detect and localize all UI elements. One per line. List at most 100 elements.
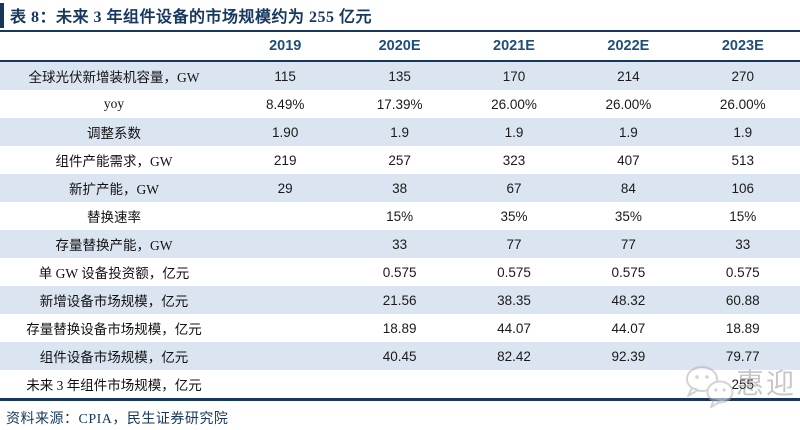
table-row: 替换速率 15% 35% 35% 15% — [0, 202, 800, 230]
value-cell: 67 — [506, 180, 522, 196]
value-cell: 219 — [273, 152, 297, 168]
row-label: yoy — [103, 96, 125, 111]
value-cell: 26.00% — [719, 96, 766, 112]
table-row: 组件产能需求，GW 219 257 323 407 513 — [0, 146, 800, 174]
value-cell: 44.07 — [497, 320, 531, 336]
table-row: yoy 8.49% 17.39% 26.00% 26.00% 26.00% — [0, 90, 800, 118]
value-cell: 513 — [731, 152, 755, 168]
value-cell: 92.39 — [611, 348, 646, 364]
table-title: 表 8：未来 3 年组件设备的市场规模约为 255 亿元 — [10, 9, 373, 26]
value-cell: 407 — [617, 152, 640, 168]
row-label: 全球光伏新增装机容量，GW — [28, 70, 200, 85]
value-cell: 15% — [729, 208, 757, 224]
table-body: 全球光伏新增装机容量，GW 115 135 170 214 270 yoy 8.49% 17.3… — [0, 61, 800, 398]
value-cell: 15% — [386, 208, 414, 224]
row-label: 组件设备市场规模，亿元 — [39, 350, 189, 365]
value-cell: 38 — [392, 180, 408, 196]
table-row: 存量替换设备市场规模，亿元 18.89 44.07 44.07 18.89 — [0, 314, 800, 342]
value-cell: 8.49% — [266, 96, 305, 112]
value-cell: 35% — [614, 208, 642, 224]
row-label: 未来 3 年组件市场规模，亿元 — [26, 378, 202, 393]
value-cell: 44.07 — [611, 320, 646, 336]
value-cell: 38.35 — [497, 292, 531, 308]
value-cell: 270 — [731, 68, 755, 84]
value-cell: 77 — [620, 236, 636, 252]
value-cell: 1.9 — [733, 124, 753, 140]
value-cell: 33 — [735, 236, 751, 252]
value-cell: 1.9 — [618, 124, 638, 140]
value-cell — [571, 370, 685, 398]
row-label: 存量替换产能，GW — [55, 238, 173, 253]
value-cell — [457, 370, 571, 398]
row-label: 调整系数 — [87, 126, 141, 141]
table-row: 存量替换产能，GW 33 77 77 33 — [0, 230, 800, 258]
value-cell: 0.575 — [497, 264, 531, 280]
value-cell — [228, 230, 342, 258]
value-cell — [228, 342, 342, 370]
table-title-row: 表 8：未来 3 年组件设备的市场规模约为 255 亿元 — [0, 0, 800, 30]
market-size-table: 2019 2020E 2021E 2022E 2023E 全球光伏新增装机容量，GW 11… — [0, 32, 800, 398]
row-label: 单 GW 设备投资额，亿元 — [38, 266, 190, 281]
value-cell: 255 — [731, 376, 755, 392]
value-cell: 17.39% — [376, 96, 423, 112]
value-cell: 26.00% — [491, 96, 537, 112]
value-cell: 82.42 — [497, 348, 531, 364]
table-row: 未来 3 年组件市场规模，亿元 255 — [0, 370, 800, 398]
row-label: 替换速率 — [87, 210, 141, 225]
value-cell: 84 — [620, 180, 636, 196]
value-cell: 323 — [502, 152, 526, 168]
value-cell — [228, 314, 342, 342]
table-row: 全球光伏新增装机容量，GW 115 135 170 214 270 — [0, 61, 800, 90]
year-column-header: 2021E — [456, 32, 572, 62]
value-cell: 33 — [392, 236, 408, 252]
row-label: 新增设备市场规模，亿元 — [39, 294, 189, 309]
value-cell: 40.45 — [382, 348, 417, 364]
divider-under-title — [0, 30, 800, 32]
value-cell: 0.575 — [382, 264, 417, 280]
value-cell — [228, 286, 342, 314]
value-cell — [228, 370, 342, 398]
table-row: 新扩产能，GW 29 38 67 84 106 — [0, 174, 800, 202]
row-label-header — [0, 32, 228, 62]
value-cell: 18.89 — [725, 320, 760, 336]
value-cell — [342, 370, 456, 398]
row-label: 组件产能需求，GW — [55, 154, 173, 169]
table-row: 调整系数 1.90 1.9 1.9 1.9 1.9 — [0, 118, 800, 146]
value-cell: 0.575 — [725, 264, 760, 280]
value-cell: 1.9 — [504, 124, 524, 140]
value-cell: 106 — [731, 180, 755, 196]
value-cell: 26.00% — [605, 96, 652, 112]
value-cell: 214 — [617, 68, 640, 84]
value-cell: 79.77 — [725, 348, 760, 364]
value-cell: 1.9 — [390, 124, 409, 140]
value-cell: 135 — [388, 68, 411, 84]
value-cell: 48.32 — [611, 292, 646, 308]
value-cell: 1.90 — [272, 124, 299, 140]
header-row: 2019 2020E 2021E 2022E 2023E — [0, 32, 800, 62]
table-row: 单 GW 设备投资额，亿元 0.575 0.575 0.575 0.575 — [0, 258, 800, 286]
year-column-header: 2022E — [571, 32, 686, 62]
divider-bottom — [0, 398, 800, 401]
value-cell: 115 — [274, 68, 296, 84]
value-cell: 35% — [500, 208, 528, 224]
row-label: 存量替换设备市场规模，亿元 — [26, 322, 202, 337]
year-column-header: 2020E — [342, 32, 457, 62]
value-cell — [228, 202, 342, 230]
table-row: 组件设备市场规模，亿元 40.45 82.42 92.39 79.77 — [0, 342, 800, 370]
source-note: 资料来源：CPIA，民生证券研究院 — [6, 412, 229, 427]
value-cell: 21.56 — [382, 292, 417, 308]
value-cell: 170 — [502, 68, 526, 84]
value-cell: 18.89 — [382, 320, 417, 336]
table-row: 新增设备市场规模，亿元 21.56 38.35 48.32 60.88 — [0, 286, 800, 314]
value-cell: 77 — [506, 236, 522, 252]
value-cell: 257 — [388, 152, 411, 168]
year-column-header: 2019 — [228, 32, 343, 62]
value-cell: 0.575 — [611, 264, 646, 280]
row-label: 新扩产能，GW — [69, 182, 159, 197]
value-cell — [228, 258, 342, 286]
value-cell: 60.88 — [725, 292, 760, 308]
title-accent-bar — [0, 3, 4, 28]
value-cell: 29 — [277, 180, 293, 196]
year-column-header: 2023E — [685, 32, 800, 62]
